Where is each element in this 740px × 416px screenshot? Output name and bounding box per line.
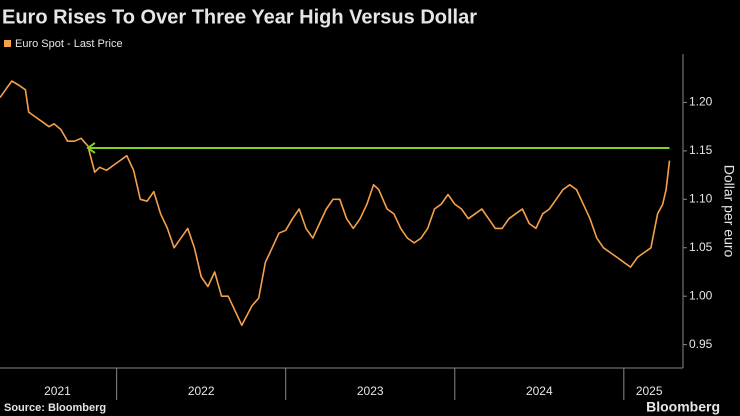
arrow-head — [86, 142, 96, 154]
x-tick-label: 2023 — [357, 384, 384, 398]
series-line — [0, 80, 671, 327]
brand: Bloomberg — [646, 399, 720, 415]
x-tick-label: 2022 — [188, 384, 215, 398]
y-tick-label: 0.95 — [689, 337, 713, 351]
source: Source: Bloomberg — [4, 402, 106, 414]
x-tick-label: 2024 — [526, 384, 553, 398]
y-tick-label: 1.05 — [689, 240, 713, 254]
chart-title: Euro Rises To Over Three Year High Versu… — [2, 6, 477, 28]
y-axis-label: Dollar per euro — [721, 165, 737, 258]
y-tick-label: 1.15 — [689, 143, 713, 157]
y-tick-label: 1.20 — [689, 95, 713, 109]
legend-swatch — [4, 40, 11, 47]
y-tick-label: 1.10 — [689, 191, 713, 205]
legend-label: Euro Spot - Last Price — [15, 38, 123, 50]
x-tick-label: 2021 — [44, 384, 71, 398]
y-tick-label: 1.00 — [689, 288, 713, 302]
x-tick-label: 2025 — [636, 384, 663, 398]
